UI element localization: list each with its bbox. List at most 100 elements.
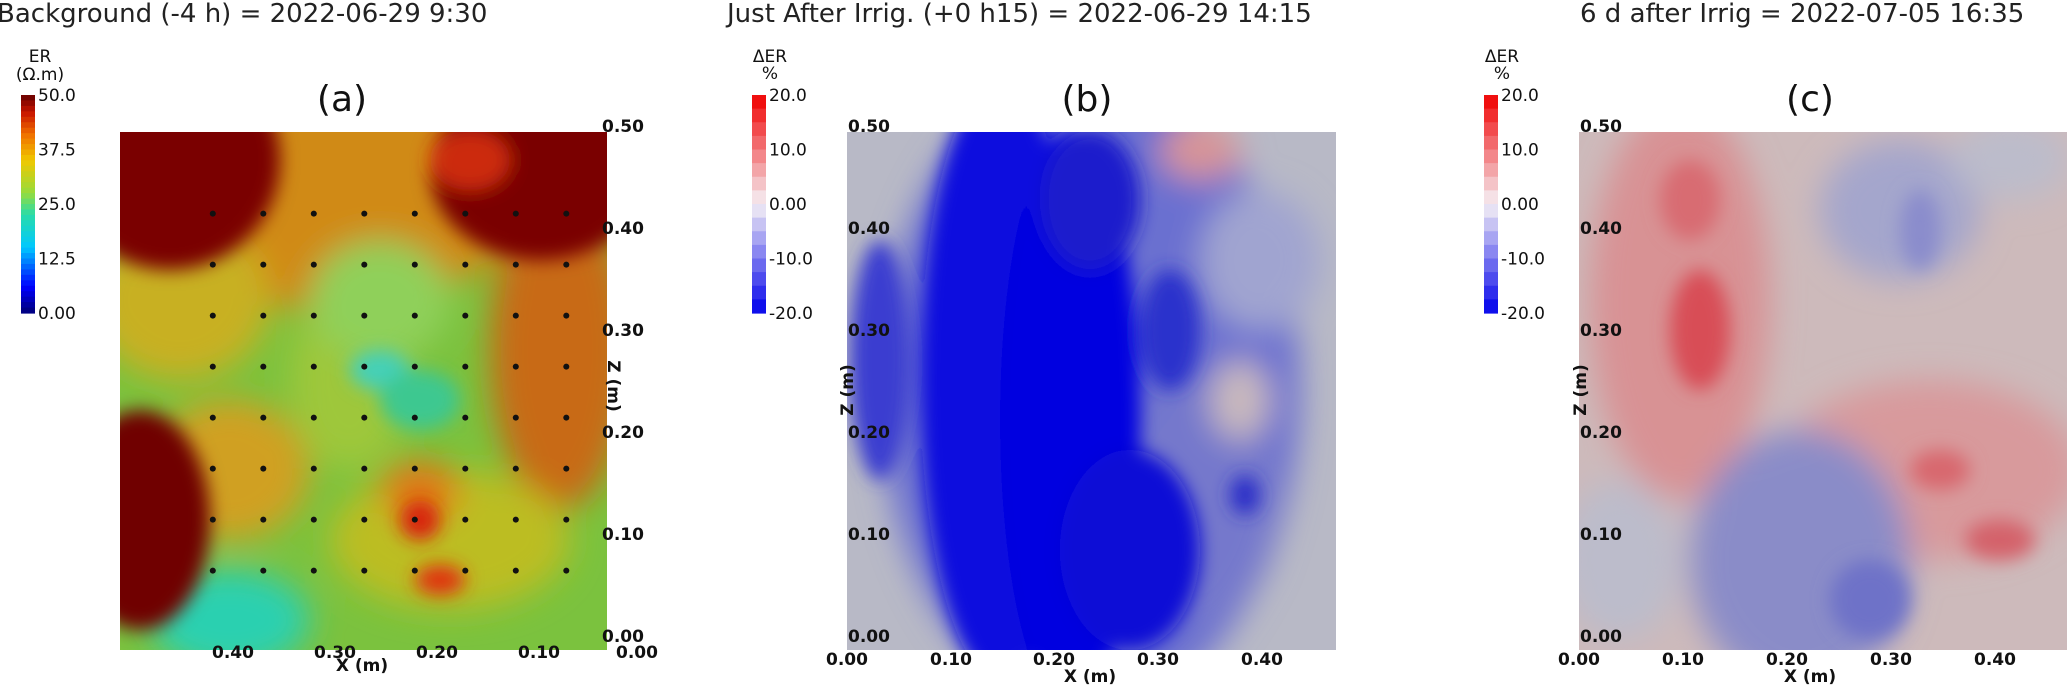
colorbar-swatch xyxy=(1484,244,1498,260)
electrode-dot xyxy=(563,261,570,268)
colorbar-swatch xyxy=(21,138,35,145)
y-tick-label: 0.50 xyxy=(848,117,890,137)
electrode-dot xyxy=(462,363,469,370)
colorbar-swatch xyxy=(1484,258,1498,273)
colorbar-swatch xyxy=(21,105,35,112)
colorbar-tick-label: 12.5 xyxy=(38,250,76,270)
x-tick-label: 0.40 xyxy=(1974,650,2016,670)
y-tick-label: 0.10 xyxy=(602,525,644,545)
colorbar-swatch xyxy=(21,198,35,205)
electrode-dot xyxy=(512,363,519,370)
colorbar-swatch xyxy=(21,165,35,172)
x-tick-label: 0.00 xyxy=(826,650,868,670)
colorbar-tick-label: 10.0 xyxy=(1501,141,1539,161)
colorbar-a-title: ER xyxy=(29,47,52,67)
axes-c: 0.00 0.10 0.20 0.30 0.40 0.50 0.40 0.30 0.20 0.10… xyxy=(1558,117,2016,670)
colorbar-swatch xyxy=(752,299,766,314)
colorbar-swatch xyxy=(752,108,766,123)
y-tick-label: 0.10 xyxy=(848,525,890,545)
colorbar-a: ER (Ω.m) 50.0 37.5 25.0 12.5 0.00 xyxy=(16,47,76,324)
colorbar-swatch xyxy=(1484,190,1498,205)
colorbar-swatch xyxy=(21,214,35,221)
electrode-dot xyxy=(563,312,570,319)
colorbar-swatch xyxy=(21,122,35,129)
colorbar-swatch xyxy=(21,220,35,227)
panel-b-xlabel: X (m) xyxy=(1064,667,1116,685)
axes-b: 0.00 0.10 0.20 0.30 0.40 0.50 0.40 0.30 0.20 0.10… xyxy=(826,117,1283,670)
electrode-dot xyxy=(361,210,368,217)
colorbar-c-title: ΔER xyxy=(1485,47,1519,67)
colorbar-swatch xyxy=(21,209,35,216)
colorbar-swatch xyxy=(752,176,766,191)
colorbar-swatch xyxy=(21,154,35,161)
colorbar-c-unit: % xyxy=(1494,64,1510,84)
x-tick-label: 0.00 xyxy=(616,643,658,663)
electrode-dot xyxy=(462,567,469,574)
electrode-dot xyxy=(462,516,469,523)
colorbar-swatch xyxy=(1484,108,1498,123)
colorbar-swatch xyxy=(21,193,35,200)
x-tick-label: 0.30 xyxy=(1137,650,1179,670)
electrode-dot xyxy=(411,465,418,472)
colorbar-swatch xyxy=(21,307,35,314)
electrode-dot xyxy=(512,465,519,472)
electrode-dot xyxy=(512,261,519,268)
colorbar-tick-label: 0.00 xyxy=(769,195,807,215)
y-tick-label: 0.00 xyxy=(848,627,890,647)
colorbar-swatch xyxy=(21,204,35,211)
colorbar-swatch xyxy=(21,258,35,265)
colorbar-swatch xyxy=(21,302,35,309)
electrode-dot xyxy=(260,312,267,319)
panel-b-title: Just After Irrig. (+0 h15) = 2022-06-29 … xyxy=(725,0,1312,29)
panel-a-xlabel: X (m) xyxy=(336,656,388,676)
electrode-dot xyxy=(411,516,418,523)
colorbar-tick-label: -10.0 xyxy=(1501,250,1545,270)
electrode-dot xyxy=(411,210,418,217)
electrode-dot xyxy=(260,363,267,370)
x-tick-label: 0.00 xyxy=(1558,650,1600,670)
panel-c-title: 6 d after Irrig = 2022-07-05 16:35 xyxy=(1580,0,2024,29)
electrode-dot xyxy=(361,465,368,472)
colorbar-swatch xyxy=(21,242,35,249)
electrode-dot xyxy=(209,567,216,574)
electrode-dot xyxy=(260,414,267,421)
electrode-dot xyxy=(462,261,469,268)
electrode-dot xyxy=(260,210,267,217)
x-tick-label: 0.20 xyxy=(1766,650,1808,670)
colorbar-b-bar xyxy=(752,95,766,314)
colorbar-a-bar xyxy=(21,95,35,314)
panel-c-ylabel: Z (m) xyxy=(1571,364,1591,416)
y-tick-label: 0.20 xyxy=(602,423,644,443)
colorbar-swatch xyxy=(1484,285,1498,300)
colorbar-tick-label: 10.0 xyxy=(769,141,807,161)
colorbar-swatch xyxy=(752,258,766,273)
colorbar-swatch xyxy=(21,280,35,287)
colorbar-swatch xyxy=(21,171,35,178)
electrode-dot xyxy=(209,465,216,472)
colorbar-swatch xyxy=(1484,122,1498,137)
colorbar-tick-label: 20.0 xyxy=(1501,86,1539,106)
electrode-dot xyxy=(411,261,418,268)
electrode-dot xyxy=(411,312,418,319)
panel-c-xlabel: X (m) xyxy=(1784,667,1836,685)
electrode-dot xyxy=(512,567,519,574)
colorbar-b-unit: % xyxy=(762,64,778,84)
y-tick-label: 0.30 xyxy=(848,321,890,341)
colorbar-swatch xyxy=(21,95,35,102)
panel-a-title: Background (-4 h) = 2022-06-29 9:30 xyxy=(0,0,487,29)
y-tick-label: 0.00 xyxy=(1580,627,1622,647)
colorbar-swatch xyxy=(21,187,35,194)
colorbar-swatch xyxy=(21,182,35,189)
y-tick-label: 0.30 xyxy=(602,321,644,341)
colorbar-tick-label: 0.00 xyxy=(38,304,76,324)
electrode-dot xyxy=(361,414,368,421)
electrode-dot xyxy=(209,312,216,319)
colorbar-swatch xyxy=(1484,272,1498,287)
electrode-dot xyxy=(361,261,368,268)
colorbar-swatch xyxy=(1484,163,1498,178)
x-tick-label: 0.10 xyxy=(1662,650,1704,670)
x-tick-label: 0.20 xyxy=(1033,650,1075,670)
electrode-dot xyxy=(512,414,519,421)
colorbar-swatch xyxy=(1484,135,1498,151)
